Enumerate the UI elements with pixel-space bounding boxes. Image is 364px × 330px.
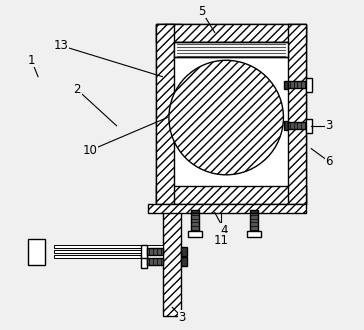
Bar [156,24,306,42]
Text: 3: 3 [178,311,186,324]
Text: 1: 1 [28,54,35,67]
Text: 6: 6 [325,155,333,168]
Text: 5: 5 [198,5,205,18]
Bar [163,24,181,315]
Bar [284,121,288,130]
Bar [156,24,306,204]
Bar [174,42,288,57]
Text: 3: 3 [325,119,333,132]
Bar [147,248,163,255]
Text: 2: 2 [74,83,81,96]
Bar [147,258,163,265]
Bar [191,210,199,214]
Text: 13: 13 [54,39,68,52]
Bar [142,245,147,258]
Bar [284,81,288,89]
Bar [288,24,306,204]
Text: 10: 10 [83,144,98,157]
Text: 11: 11 [214,234,229,247]
Bar [188,231,202,237]
Bar [250,214,258,231]
Bar [54,255,163,258]
Bar [288,81,306,88]
Bar [306,78,312,92]
Bar [306,118,312,133]
Bar [181,248,187,256]
Bar [156,186,306,204]
Bar [148,204,306,214]
Bar [142,255,147,268]
Bar [148,204,306,214]
Bar [54,250,163,253]
Bar [191,214,199,231]
Bar [163,24,181,315]
Bar [156,24,174,204]
Bar [247,231,261,237]
Bar [250,210,258,214]
Circle shape [169,60,284,175]
Text: 4: 4 [221,224,228,237]
Bar [28,239,44,265]
Bar [54,245,163,248]
Bar [288,122,306,129]
Bar [181,257,187,266]
